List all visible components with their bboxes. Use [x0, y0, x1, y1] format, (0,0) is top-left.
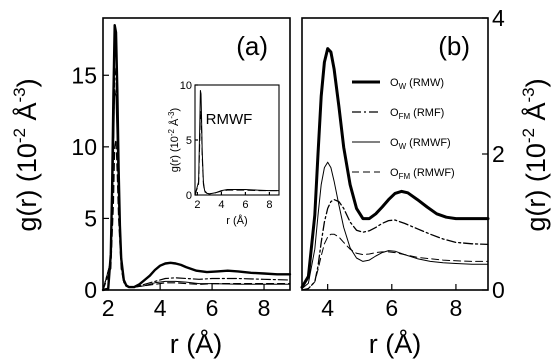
legend-label-4: OFM (RMWF)	[390, 167, 455, 181]
panel-a-frame	[102, 17, 291, 291]
panel-b-ytick-label: 0	[492, 277, 505, 303]
panel-a-series-line-4	[102, 139, 291, 291]
inset-ylabel: g(r) (10-2 Å-3)	[167, 108, 181, 172]
panel-a-xtick-label: 8	[258, 295, 271, 321]
panel-b-series-line-1	[300, 47, 490, 289]
panel-b-series-line-4	[301, 233, 489, 291]
panel-b-ylabel: g(r) (10-2 Å-3)	[519, 78, 551, 231]
panel-b-series-line-3	[301, 161, 489, 290]
panel-b-series	[300, 47, 490, 291]
panel-a-series	[101, 24, 292, 292]
inset-xtick-label: 8	[266, 199, 272, 211]
inset-title: RMWF	[206, 111, 253, 128]
panel-a-ticks: 2 4 6 8 0 5 10 15	[71, 62, 270, 321]
panel-a-ytick-label: 0	[84, 277, 97, 303]
panel-a-ytick-label: 10	[71, 134, 97, 160]
inset-xtick-label: 6	[242, 199, 248, 211]
inset: 2 4 6 8 0 5 10 RMWF r (Å) g(r) (10-2 Å-3)	[167, 80, 280, 227]
panel-b-series-line-2	[301, 198, 489, 291]
inset-ytick-label: 0	[186, 190, 192, 202]
panel-b-xtick-label: 8	[450, 295, 463, 321]
inset-ticks: 2 4 6 8 0 5 10	[180, 80, 273, 211]
panel-b-xtick-label: 6	[385, 295, 398, 321]
panel-b-legend: OW (RMW) OFM (RMF) OW (RMWF) OFM (RMWF)	[352, 77, 455, 181]
panel-b-label: (b)	[438, 31, 470, 61]
inset-series-line-2	[194, 110, 280, 196]
legend-label-3: OW (RMWF)	[390, 137, 451, 151]
inset-xlabel: r (Å)	[226, 214, 247, 227]
panel-b-xtick-label: 4	[321, 295, 334, 321]
panel-b: 4 6 8 0 2 4 (b) r (Å) g(r) (10-2 Å-3) OW (RMW…	[300, 5, 551, 359]
inset-series	[194, 90, 280, 196]
panel-a-ylabel: g(r) (10-2 Å-3)	[10, 78, 42, 231]
panel-a-ytick-label: 5	[84, 205, 97, 231]
panel-b-ticks: 4 6 8 0 2 4	[321, 5, 505, 321]
panel-a-xtick-label: 2	[102, 295, 115, 321]
panel-a-ytick-label: 15	[71, 62, 97, 88]
panel-b-xlabel: r (Å)	[369, 328, 421, 359]
inset-xtick-label: 2	[194, 199, 200, 211]
legend-label-1: OW (RMW)	[390, 77, 444, 91]
panel-a: 2 4 6 8 0 5 10 15 (a) r (Å) g(r) (10-2 Å-3)	[10, 17, 292, 359]
inset-ytick-label: 10	[180, 80, 192, 92]
panel-a-label: (a)	[236, 31, 268, 61]
panel-a-xtick-label: 4	[154, 295, 167, 321]
panel-a-series-line-1	[101, 24, 292, 292]
panel-b-ytick-label: 2	[492, 141, 505, 167]
inset-xtick-label: 4	[218, 199, 224, 211]
inset-ytick-label: 5	[186, 135, 192, 147]
legend-label-2: OFM (RMF)	[390, 107, 444, 121]
panel-a-xtick-label: 6	[206, 295, 219, 321]
panel-a-xlabel: r (Å)	[170, 328, 222, 359]
panel-b-ytick-label: 4	[492, 5, 505, 31]
inset-background	[168, 82, 280, 225]
